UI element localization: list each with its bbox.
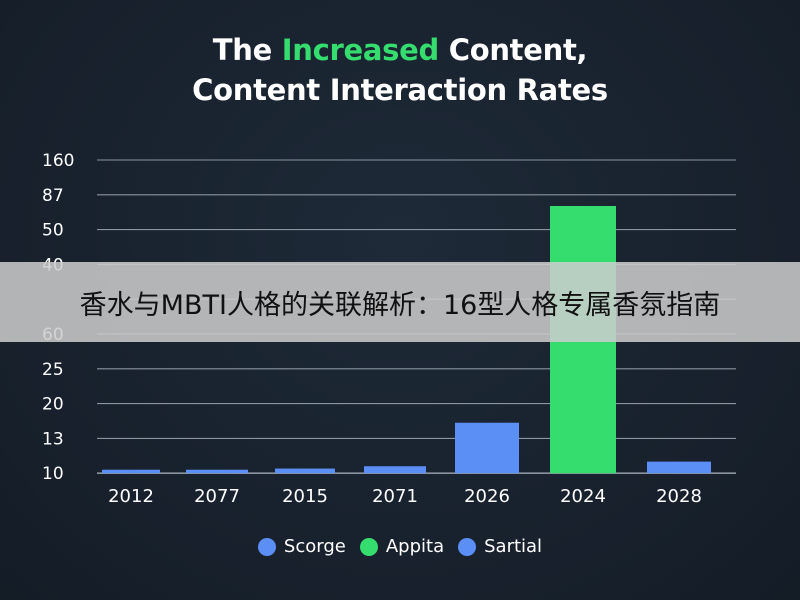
x-tick-label: 2077 bbox=[194, 486, 240, 507]
title-line-2: Content Interaction Rates bbox=[192, 73, 608, 107]
x-tick-label: 2024 bbox=[560, 486, 606, 507]
x-axis-ticks: 2012 2077 2015 2071 2026 2024 2028 bbox=[108, 486, 702, 507]
legend-label-sartial: Sartial bbox=[484, 536, 543, 557]
bar-2077 bbox=[186, 469, 248, 474]
title-part-1: The bbox=[212, 33, 282, 67]
bar-2028 bbox=[647, 461, 711, 474]
y-tick-label: 13 bbox=[42, 429, 64, 449]
overlay-banner: 香水与MBTI人格的关联解析：16型人格专属香氛指南 bbox=[0, 262, 800, 342]
y-tick-label: 10 bbox=[42, 464, 64, 484]
legend-item-appita: Appita bbox=[359, 536, 445, 557]
chart-title: The Increased Content, Content Interacti… bbox=[0, 30, 800, 110]
legend-label-appita: Appita bbox=[385, 536, 445, 557]
bar-2015 bbox=[275, 468, 335, 474]
x-tick-label: 2015 bbox=[282, 486, 328, 507]
x-tick-label: 2028 bbox=[656, 486, 702, 507]
y-tick-label: 20 bbox=[42, 395, 64, 415]
x-tick-label: 2026 bbox=[464, 486, 510, 507]
bar-2026 bbox=[455, 422, 519, 474]
bar-2012 bbox=[102, 469, 160, 474]
y-tick-label: 160 bbox=[42, 151, 74, 171]
legend-swatch-scorge bbox=[257, 537, 276, 556]
x-tick-label: 2012 bbox=[108, 486, 154, 507]
y-tick-label: 87 bbox=[42, 186, 64, 206]
bar-2071 bbox=[364, 466, 426, 474]
banner-text: 香水与MBTI人格的关联解析：16型人格专属香氛指南 bbox=[79, 289, 721, 321]
legend-swatch-sartial bbox=[458, 537, 477, 556]
x-tick-label: 2071 bbox=[372, 486, 418, 507]
chart-legend: Scorge Appita Sartial bbox=[0, 536, 800, 557]
legend-item-scorge: Scorge bbox=[257, 536, 346, 557]
y-tick-label: 50 bbox=[42, 221, 64, 241]
y-tick-label: 25 bbox=[42, 360, 64, 380]
title-highlight: Increased bbox=[281, 33, 439, 67]
title-line-1: The Increased Content, bbox=[0, 30, 800, 70]
legend-label-scorge: Scorge bbox=[283, 536, 346, 557]
legend-swatch-appita bbox=[359, 537, 378, 556]
title-part-2: Content, bbox=[438, 33, 588, 67]
legend-item-sartial: Sartial bbox=[458, 536, 542, 557]
